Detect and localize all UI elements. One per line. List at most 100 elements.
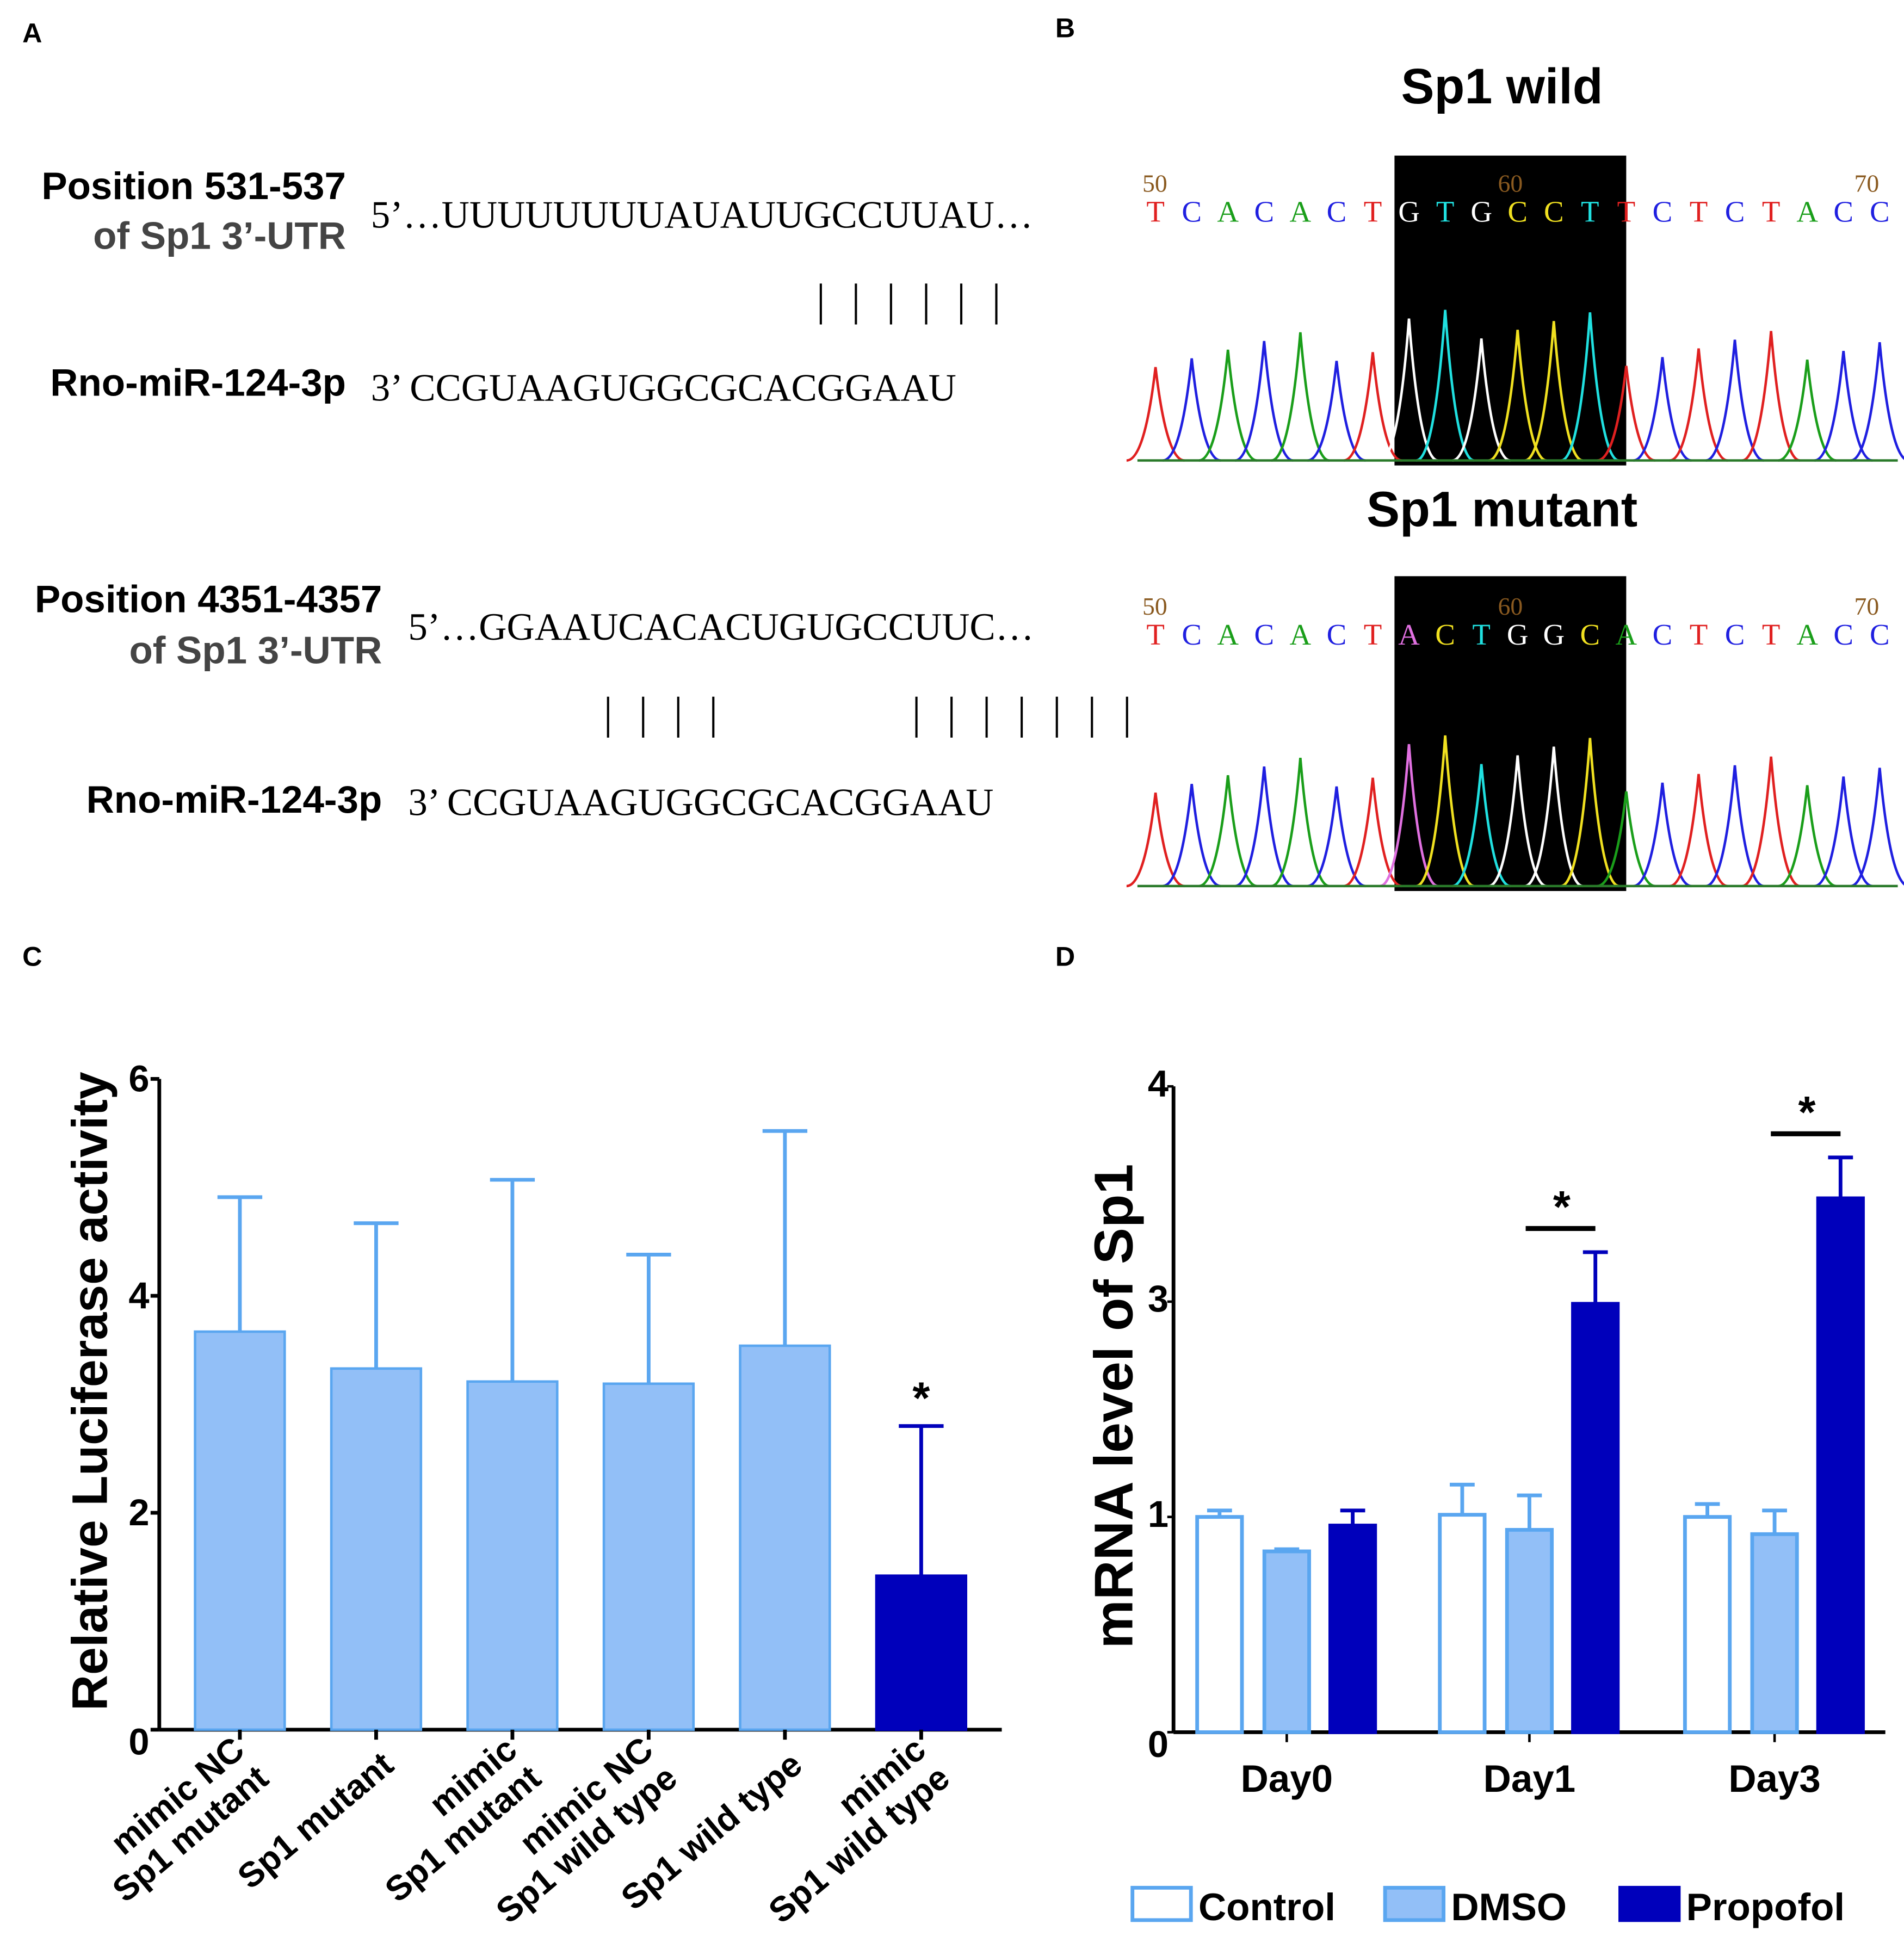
base-call: G <box>1470 195 1492 228</box>
base-call: C <box>1725 195 1745 228</box>
significance-star: * <box>1798 1087 1816 1137</box>
significance-star: * <box>1553 1182 1571 1232</box>
bar-dmso <box>1262 1549 1311 1734</box>
base-call: T <box>1146 618 1165 651</box>
base-call: C <box>1870 195 1890 228</box>
base-call: C <box>1254 618 1274 651</box>
base-call: A <box>1217 618 1239 651</box>
y-tick-label: 4 <box>128 1275 149 1316</box>
legend-swatch <box>1383 1885 1446 1922</box>
base-call: C <box>1182 195 1202 228</box>
base-call: G <box>1543 618 1565 651</box>
legend-item-dmso: DMSO <box>1383 1885 1567 1929</box>
mrna-chart: 0 1 3 4 mRNA level of Sp1 Day0 Day1 Day3 * * Contr… <box>1084 1062 1886 1929</box>
legend-label: Propofol <box>1686 1886 1845 1929</box>
base-call: T <box>1690 195 1708 228</box>
legend-item-control: Control <box>1130 1885 1336 1929</box>
base-call: C <box>1327 618 1347 651</box>
utr-sequence: 5’…UUUUUUUUAUAUUGCCUUAU… <box>371 194 1033 237</box>
base-call: A <box>1796 618 1818 651</box>
pairing-lines: | | | | | | <box>817 275 1009 325</box>
y-tick-label: 4 <box>1148 1062 1169 1104</box>
base-call: C <box>1870 618 1890 651</box>
y-tick-label: 0 <box>128 1721 149 1763</box>
y-axis-title: Relative Luciferase activity <box>63 1072 118 1711</box>
base-call: C <box>1833 195 1853 228</box>
base-call: C <box>1580 618 1600 651</box>
x-tick-label: Day0 <box>1241 1758 1333 1801</box>
base-call: T <box>1690 618 1708 651</box>
y-tick-label: 0 <box>1148 1723 1169 1765</box>
base-call: T <box>1617 195 1636 228</box>
y-axis-title: mRNA level of Sp1 <box>1084 1164 1145 1649</box>
base-call: T <box>1364 618 1382 651</box>
base-call: A <box>1796 195 1818 228</box>
panel-label-a: A <box>22 17 42 48</box>
bar-dmso <box>1750 1532 1799 1734</box>
bar <box>739 1344 831 1731</box>
position-tick: 50 <box>1142 169 1167 197</box>
base-call: C <box>1653 195 1673 228</box>
base-call: T <box>1762 195 1781 228</box>
position-tick: 60 <box>1498 169 1523 197</box>
bar-dmso <box>1505 1527 1554 1734</box>
bar-propofol <box>1571 1302 1620 1734</box>
trace-peak <box>1850 768 1904 888</box>
base-call: A <box>1398 618 1420 651</box>
base-call: C <box>1254 195 1274 228</box>
site-position: Position 4351-4357 <box>35 578 382 621</box>
binding-site-2: Position 4351-4357 of Sp1 3’-UTR 5’…GGAA… <box>35 578 1139 824</box>
site-region: of Sp1 3’-UTR <box>129 629 382 672</box>
base-call: A <box>1616 618 1637 651</box>
trace-peak <box>1343 777 1402 888</box>
y-tick-label: 3 <box>1148 1278 1169 1320</box>
bar <box>330 1367 423 1731</box>
legend-label: Control <box>1198 1886 1336 1929</box>
legend-label: DMSO <box>1451 1886 1567 1929</box>
position-tick: 50 <box>1142 592 1167 620</box>
base-call: C <box>1725 618 1745 651</box>
site-position: Position 531-537 <box>41 165 346 208</box>
legend-swatch <box>1130 1885 1193 1922</box>
legend-item-propofol: Propofol <box>1618 1885 1845 1929</box>
trace-peak <box>1561 312 1619 462</box>
y-tick-label: 2 <box>128 1492 149 1533</box>
panel-label-d: D <box>1055 941 1075 972</box>
base-call: C <box>1327 195 1347 228</box>
site-region: of Sp1 3’-UTR <box>93 215 346 258</box>
base-call: C <box>1544 195 1564 228</box>
utr-sequence: 5’…GGAAUCACACUGUGCCUUC… <box>408 606 1034 648</box>
mirna-sequence: 3’ CCGUAAGUGGCGCACGGAAU <box>408 781 993 824</box>
bar-propofol <box>1816 1196 1865 1734</box>
significance-star: * <box>912 1374 930 1424</box>
legend-swatch <box>1618 1885 1681 1922</box>
bar-propofol <box>1328 1524 1377 1734</box>
panel-label-b: B <box>1055 13 1075 44</box>
base-call: C <box>1435 618 1455 651</box>
base-call: T <box>1581 195 1599 228</box>
x-tick-label: Day1 <box>1483 1758 1576 1801</box>
trace-peak <box>1850 342 1904 462</box>
base-call: C <box>1653 618 1673 651</box>
bar-control <box>1195 1515 1244 1734</box>
base-call: G <box>1507 618 1529 651</box>
trace-title: Sp1 mutant <box>1367 482 1637 537</box>
mirna-sequence: 3’ CCGUAAGUGGCGCACGGAAU <box>371 367 956 410</box>
bar <box>602 1382 695 1731</box>
bar-control <box>1438 1513 1487 1734</box>
position-tick: 70 <box>1854 592 1879 620</box>
y-tick-label: 6 <box>128 1057 149 1099</box>
trace-title: Sp1 wild <box>1401 59 1603 114</box>
bar-control <box>1683 1515 1732 1734</box>
pairing-lines: | | | | | | | | | | | <box>603 688 1139 738</box>
binding-site-1: Position 531-537 of Sp1 3’-UTR 5’…UUUUUU… <box>41 165 1033 410</box>
x-tick-label: Day3 <box>1728 1758 1821 1801</box>
bar <box>194 1330 286 1731</box>
trace-peak <box>1561 738 1619 888</box>
y-tick-label: 1 <box>1148 1493 1169 1535</box>
bar <box>875 1574 968 1731</box>
